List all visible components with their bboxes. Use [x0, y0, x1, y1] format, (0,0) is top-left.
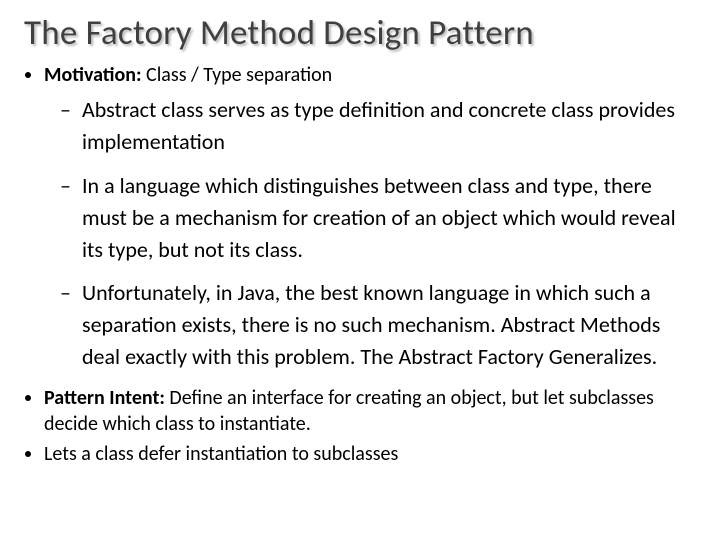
list-item: Abstract class serves as type definition…: [82, 94, 700, 158]
bullet-bold: Motivation:: [44, 63, 142, 87]
bullet-text: Lets a class defer instantiation to subc…: [44, 442, 398, 466]
list-item: Unfortunately, in Java, the best known l…: [82, 277, 700, 373]
bullet-list: Motivation: Class / Type separation Abst…: [20, 62, 700, 467]
list-item: Pattern Intent: Define an interface for …: [44, 385, 700, 437]
list-item: Motivation: Class / Type separation Abst…: [44, 62, 700, 373]
bullet-bold: Pattern Intent:: [44, 386, 165, 410]
bullet-text: Class / Type separation: [142, 63, 333, 87]
slide-container: The Factory Method Design Pattern Motiva…: [0, 0, 720, 540]
sub-bullet-list: Abstract class serves as type definition…: [44, 94, 700, 373]
list-item: In a language which distinguishes betwee…: [82, 170, 700, 266]
list-item: Lets a class defer instantiation to subc…: [44, 441, 700, 467]
slide-title: The Factory Method Design Pattern: [24, 12, 700, 54]
